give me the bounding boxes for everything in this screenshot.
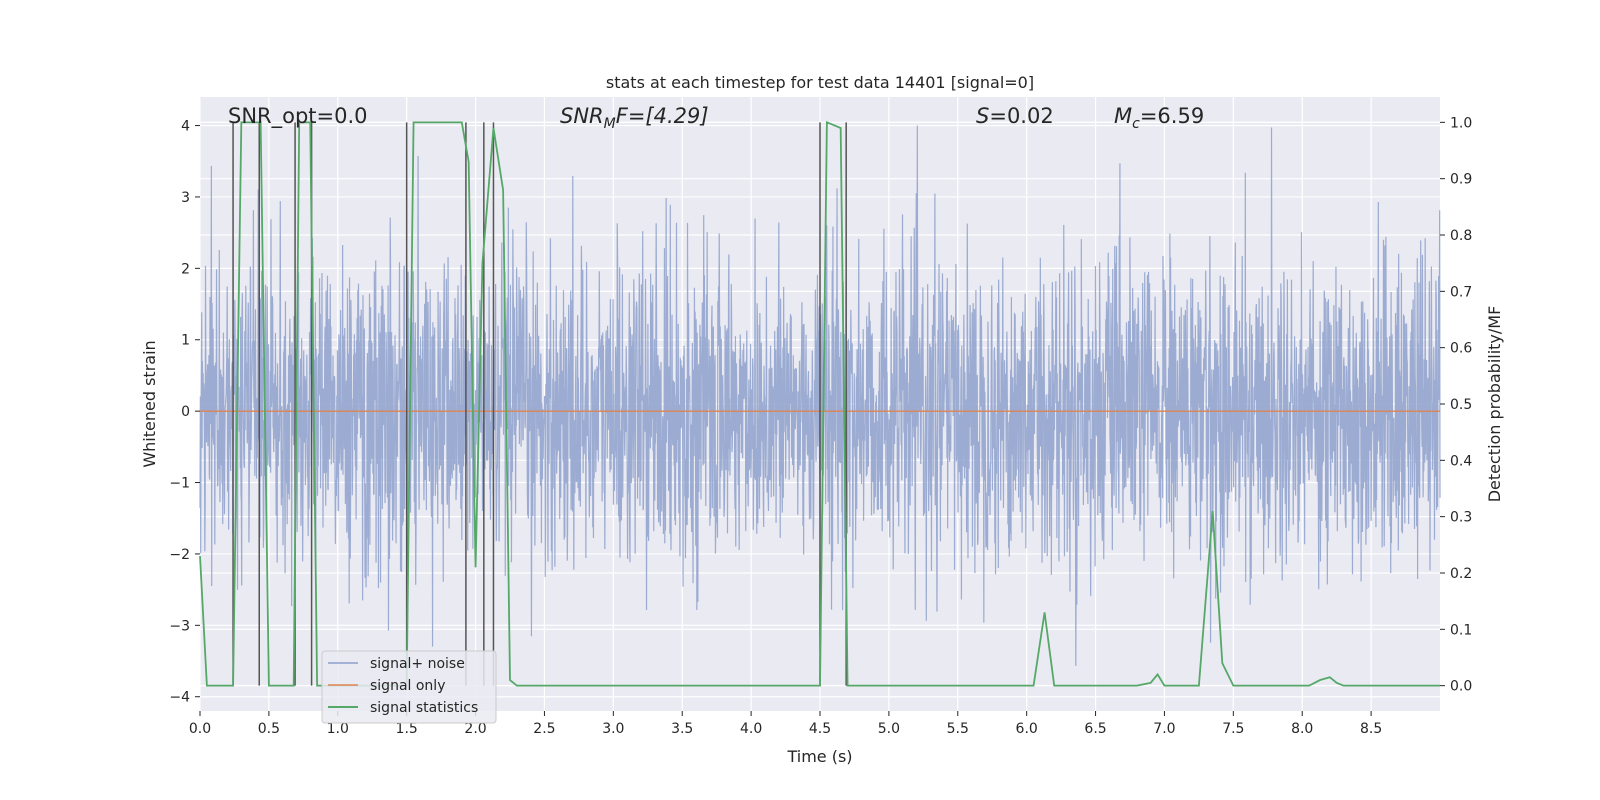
x-tick-label: 2.5 [533,721,555,737]
x-tick-label: 3.0 [602,721,624,737]
mc-sub: c [1132,116,1140,132]
annotation-snr-mf: SNRMF=[4.29] [560,104,709,132]
x-tick-label: 0.0 [189,721,211,737]
y-left-tick-label: −1 [169,476,190,492]
y-right-tick-label: 0.6 [1450,341,1472,357]
statistics-line [199,121,1440,687]
x-tick-label: 8.5 [1360,721,1382,737]
snr-mf-sub: M [604,116,616,132]
mc-value: =6.59 [1140,104,1204,128]
y-right-tick-label: 0.2 [1450,566,1472,582]
y-axis-left-title: Whitened strain [140,340,159,467]
annotation-snr-opt: SNR_opt=0.0 [228,104,368,129]
x-tick-label: 2.0 [464,721,486,737]
legend-label-signal-statistics: signal statistics [370,700,478,716]
y-axis-right-title: Detection probability/MF [1485,306,1504,503]
snr-mf-base: SNR [560,104,604,128]
x-tick-label: 5.5 [947,721,969,737]
axis-ticks: 0.0 0.5 1.0 1.5 2.0 2.5 3.0 3.5 4.0 4.5 5.0 5.5 6.0 6… [169,115,1472,737]
x-tick-label: 4.5 [809,721,831,737]
legend-box [321,650,497,724]
x-tick-label: 6.0 [1016,721,1038,737]
y-left-tick-label: 0 [181,404,190,420]
x-tick-label: 7.5 [1222,721,1244,737]
y-right-tick-label: 0.5 [1450,397,1472,413]
x-axis-title: Time (s) [786,747,852,766]
y-left-tick-label: −4 [169,690,190,706]
snr-mf-rest: F=[4.29] [616,104,709,128]
s-stat-label: S [976,104,989,128]
x-tick-label: 1.5 [396,721,418,737]
y-right-tick-label: 1.0 [1450,115,1472,131]
x-tick-label: 3.5 [671,721,693,737]
y-right-tick-label: 0.7 [1450,284,1472,300]
series-signal-statistics [199,121,1440,687]
legend-label-signal-only: signal only [370,678,445,694]
y-left-tick-label: −2 [169,547,190,563]
y-left-tick-label: 2 [181,261,190,277]
mc-base: M [1114,104,1132,128]
y-left-tick-label: −3 [169,618,190,634]
y-right-tick-label: 0.0 [1450,679,1472,695]
annotation-s: S=0.02 [976,104,1054,128]
y-left-tick-label: 1 [181,333,190,349]
chart-title: stats at each timestep for test data 144… [606,73,1034,92]
y-right-tick-label: 0.4 [1450,453,1472,469]
annotation-mc: Mc=6.59 [1114,104,1204,132]
x-tick-label: 7.0 [1153,721,1175,737]
s-stat-value: =0.02 [989,104,1053,128]
x-tick-label: 5.0 [878,721,900,737]
y-left-tick-label: 3 [181,190,190,206]
legend: signal+ noise signal only signal statist… [321,650,497,724]
x-tick-label: 8.0 [1291,721,1313,737]
y-right-tick-label: 0.3 [1450,510,1472,526]
x-tick-label: 0.5 [258,721,280,737]
legend-label-signal-noise: signal+ noise [370,656,465,672]
y-right-tick-label: 0.9 [1450,172,1472,188]
x-tick-label: 4.0 [740,721,762,737]
y-right-tick-label: 0.1 [1450,622,1472,638]
y-left-tick-label: 4 [181,119,190,135]
x-tick-label: 1.0 [327,721,349,737]
x-tick-label: 6.5 [1084,721,1106,737]
y-right-tick-label: 0.8 [1450,228,1472,244]
